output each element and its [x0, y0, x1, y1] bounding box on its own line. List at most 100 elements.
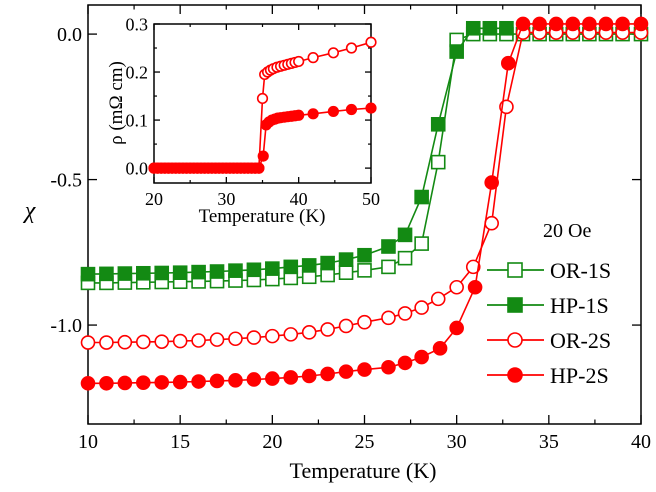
main-data-point	[430, 116, 446, 132]
main-data-point	[191, 264, 206, 280]
inset-data-point	[256, 92, 269, 105]
main-data-point	[117, 375, 133, 391]
inset-y-tick-label: 0.2	[126, 62, 149, 82]
main-data-point	[209, 332, 225, 347]
main-data-point	[338, 364, 354, 379]
main-data-point	[430, 154, 446, 170]
main-data-point	[548, 16, 564, 32]
main-data-point	[320, 267, 335, 283]
inset-data-point	[327, 47, 339, 59]
inset-data-point	[307, 108, 319, 120]
legend-item: HP-2S	[487, 363, 609, 388]
main-data-point	[80, 266, 96, 282]
main-data-point	[482, 20, 498, 36]
main-data-point	[414, 236, 429, 251]
inset-data-point	[257, 150, 269, 162]
main-data-point	[209, 373, 225, 389]
legend-marker	[507, 297, 523, 313]
main-data-point	[301, 325, 317, 340]
main-data-point	[136, 375, 151, 390]
main-data-point	[598, 16, 614, 32]
main-data-point	[582, 16, 597, 32]
main-data-point	[397, 355, 413, 371]
main-data-point	[283, 259, 299, 275]
main-data-point	[99, 266, 114, 282]
main-data-point	[357, 263, 372, 278]
legend-marker	[507, 367, 523, 383]
inset-y-axis-label: ρ (mΩ cm)	[106, 61, 127, 145]
main-data-point	[117, 334, 133, 350]
main-data-point	[228, 373, 243, 388]
inset-data-point	[345, 103, 358, 116]
main-data-point	[301, 258, 317, 273]
legend: OR-1S HP-1S OR-2S HP-2S	[487, 258, 611, 388]
main-data-point	[357, 247, 372, 263]
inset-data-point	[365, 102, 377, 114]
main-y-tick-label: -1.0	[50, 315, 82, 337]
main-x-tick-label: 20	[262, 431, 282, 453]
main-data-point	[633, 16, 649, 32]
legend-label: OR-1S	[550, 258, 611, 283]
legend-label: HP-2S	[550, 363, 609, 388]
main-data-point	[357, 314, 372, 330]
main-data-point	[172, 265, 188, 280]
main-series-hp-2s	[80, 16, 649, 391]
main-data-point	[381, 310, 396, 326]
main-data-point	[449, 44, 464, 59]
inset-data-point	[253, 162, 265, 174]
main-data-point	[500, 55, 516, 71]
legend-item: HP-1S	[487, 293, 609, 318]
inset-data-point	[327, 105, 339, 118]
main-data-point	[414, 189, 429, 205]
main-data-point	[615, 16, 630, 32]
inset-data-point	[365, 36, 377, 48]
main-x-tick-label: 40	[631, 431, 651, 453]
main-x-tick-label: 15	[170, 431, 190, 453]
main-data-point	[136, 265, 151, 281]
main-x-axis-label: Temperature (K)	[290, 458, 437, 483]
main-data-point	[381, 239, 396, 254]
main-data-point	[465, 259, 481, 275]
inset-x-tick-label: 40	[290, 189, 308, 209]
inset-x-axis-label: Temperature (K)	[199, 206, 326, 227]
inset-x-tick-label: 30	[217, 189, 235, 209]
main-data-point	[246, 262, 262, 278]
inset-y-tick-label: 0.1	[126, 110, 149, 130]
main-data-point	[320, 366, 335, 382]
legend-marker	[507, 262, 523, 278]
main-data-point	[191, 374, 206, 389]
main-data-point	[283, 370, 299, 385]
main-y-axis-label: χ	[23, 198, 37, 224]
main-data-point	[381, 259, 396, 275]
inset-data-point	[345, 42, 358, 54]
main-data-point	[338, 265, 354, 280]
main-data-point	[191, 333, 206, 348]
main-data-point	[565, 16, 581, 32]
main-data-point	[430, 291, 446, 307]
main-data-point	[265, 328, 280, 344]
main-data-point	[301, 368, 317, 384]
main-data-point	[172, 333, 188, 349]
main-data-point	[80, 375, 96, 391]
legend-item: OR-1S	[487, 258, 611, 283]
main-data-point	[99, 375, 114, 391]
main-data-point	[414, 300, 429, 315]
main-data-point	[172, 374, 188, 390]
main-data-point	[265, 261, 280, 276]
main-data-point	[414, 349, 429, 365]
main-data-point	[228, 331, 243, 347]
inset-plot: 20 30 40 50 0.0 0.1 0.2 0.3	[126, 14, 381, 209]
main-data-point	[117, 266, 133, 281]
main-data-point	[515, 16, 531, 32]
main-data-point	[449, 320, 464, 336]
main-data-point	[397, 306, 413, 321]
main-data-point	[283, 327, 299, 342]
main-data-point	[432, 341, 448, 356]
inset-y-tick-label: 0.0	[126, 158, 149, 178]
main-y-tick-label: 0.0	[57, 24, 82, 46]
main-data-point	[136, 334, 151, 350]
main-data-point	[320, 322, 335, 337]
main-data-point	[357, 362, 372, 377]
main-x-tick-label: 35	[539, 431, 559, 453]
inset-y-tick-label: 0.3	[126, 14, 149, 34]
